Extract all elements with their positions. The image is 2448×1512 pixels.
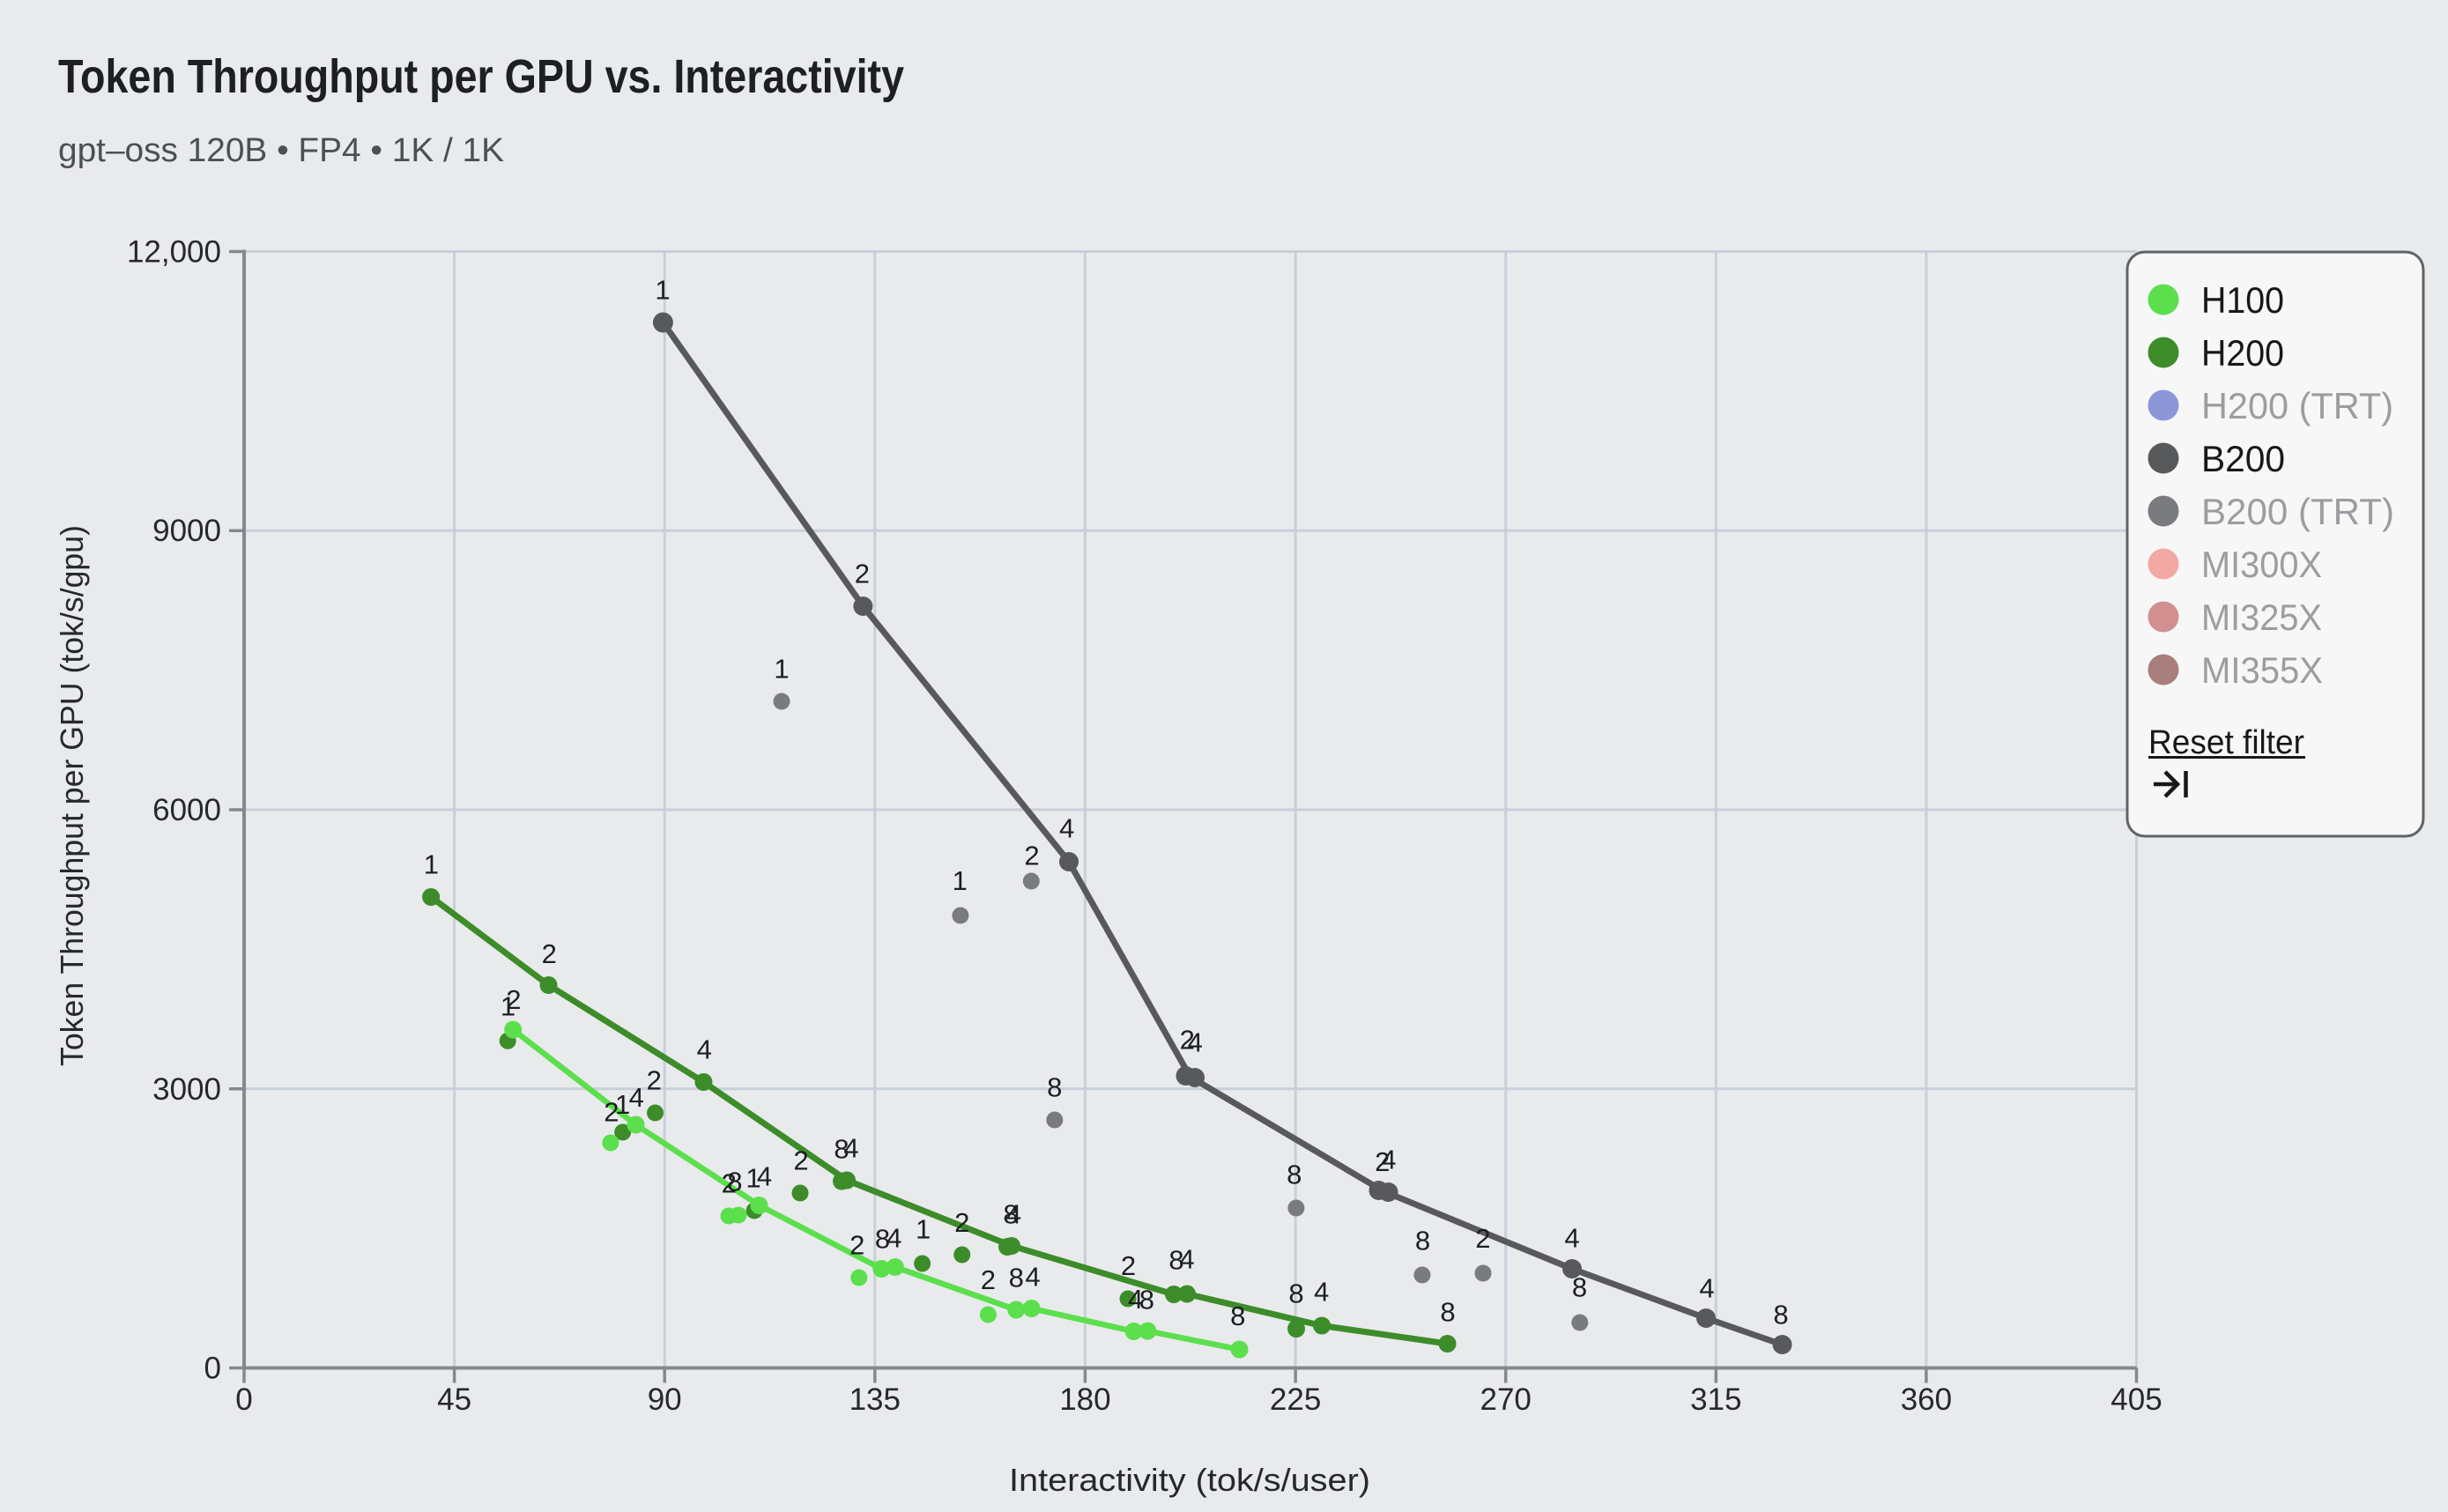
svg-text:225: 225 [1270,1382,1321,1417]
svg-text:8: 8 [875,1224,890,1255]
svg-text:2: 2 [793,1145,808,1176]
svg-text:2: 2 [981,1264,996,1295]
svg-text:1: 1 [501,991,516,1022]
svg-text:H100: H100 [2201,279,2284,321]
svg-text:1: 1 [615,1089,630,1120]
svg-text:4: 4 [629,1082,644,1113]
svg-text:4: 4 [1179,1244,1194,1275]
svg-text:2: 2 [604,1097,619,1128]
svg-text:8: 8 [1139,1284,1154,1315]
svg-text:8: 8 [834,1134,849,1165]
svg-text:1: 1 [774,654,789,685]
svg-text:B200 (TRT): B200 (TRT) [2201,491,2394,532]
svg-text:2: 2 [954,1207,969,1238]
svg-text:2: 2 [1180,1025,1195,1056]
svg-text:8: 8 [1168,1245,1183,1276]
svg-text:4: 4 [1025,1262,1040,1293]
svg-text:2: 2 [849,1230,864,1261]
svg-text:1: 1 [916,1214,931,1245]
svg-text:4: 4 [1059,813,1074,844]
svg-text:B200: B200 [2201,438,2285,479]
svg-text:1: 1 [424,849,439,880]
svg-text:0: 0 [235,1382,252,1417]
svg-text:4: 4 [1381,1145,1396,1175]
svg-text:gpt–oss 120B • FP4 • 1K / 1K: gpt–oss 120B • FP4 • 1K / 1K [58,132,504,169]
svg-text:4: 4 [1006,1199,1021,1230]
svg-text:45: 45 [437,1382,471,1417]
svg-text:H200 (TRT): H200 (TRT) [2201,385,2393,426]
svg-text:H200: H200 [2201,332,2284,374]
svg-text:2: 2 [1121,1250,1136,1281]
svg-text:135: 135 [849,1382,901,1417]
svg-text:MI355X: MI355X [2201,649,2323,691]
svg-text:0: 0 [204,1352,221,1386]
svg-text:4: 4 [1564,1223,1579,1254]
svg-text:2: 2 [647,1065,662,1096]
svg-text:MI325X: MI325X [2201,597,2322,638]
svg-text:2: 2 [1024,841,1039,871]
svg-text:4: 4 [1314,1277,1329,1308]
svg-text:6000: 6000 [152,793,221,827]
svg-text:8: 8 [1287,1160,1302,1190]
svg-text:8: 8 [1003,1199,1018,1230]
svg-text:12,000: 12,000 [127,235,221,270]
svg-text:405: 405 [2110,1382,2162,1417]
svg-text:4: 4 [697,1034,712,1065]
svg-text:8: 8 [1440,1297,1455,1328]
svg-text:8: 8 [1572,1272,1587,1303]
svg-text:2: 2 [1475,1223,1490,1254]
svg-text:360: 360 [1901,1382,1952,1417]
svg-text:MI300X: MI300X [2201,544,2322,585]
svg-text:4: 4 [1699,1273,1714,1304]
svg-text:4: 4 [757,1161,772,1192]
svg-text:4: 4 [1128,1284,1143,1315]
svg-text:2: 2 [506,984,521,1015]
svg-text:Reset filter: Reset filter [2148,724,2304,761]
svg-text:4: 4 [843,1133,858,1164]
svg-text:8: 8 [1009,1263,1024,1293]
svg-text:4: 4 [1188,1027,1203,1058]
svg-text:1: 1 [746,1163,760,1194]
svg-text:1: 1 [953,865,968,896]
svg-text:315: 315 [1690,1382,1741,1417]
svg-text:8: 8 [1047,1072,1062,1103]
svg-text:Token Throughput per GPU (tok/: Token Throughput per GPU (tok/s/gpu) [54,525,90,1066]
svg-text:9000: 9000 [152,514,221,548]
svg-text:2: 2 [542,938,557,969]
svg-text:180: 180 [1059,1382,1110,1417]
svg-text:Interactivity (tok/s/user): Interactivity (tok/s/user) [1009,1462,1370,1498]
svg-text:8: 8 [727,1167,742,1197]
svg-text:2: 2 [855,559,870,589]
svg-text:8: 8 [1288,1279,1303,1309]
svg-text:4: 4 [886,1223,901,1254]
svg-text:1: 1 [655,275,670,306]
svg-text:Token Throughput per GPU vs. I: Token Throughput per GPU vs. Interactivi… [58,50,904,103]
svg-text:3000: 3000 [152,1072,221,1107]
svg-text:8: 8 [1773,1300,1788,1330]
svg-text:2: 2 [1375,1146,1390,1177]
svg-text:2: 2 [722,1167,737,1198]
svg-text:8: 8 [1230,1301,1245,1331]
svg-text:90: 90 [648,1382,682,1417]
svg-text:270: 270 [1480,1382,1531,1417]
svg-text:8: 8 [1415,1226,1430,1256]
